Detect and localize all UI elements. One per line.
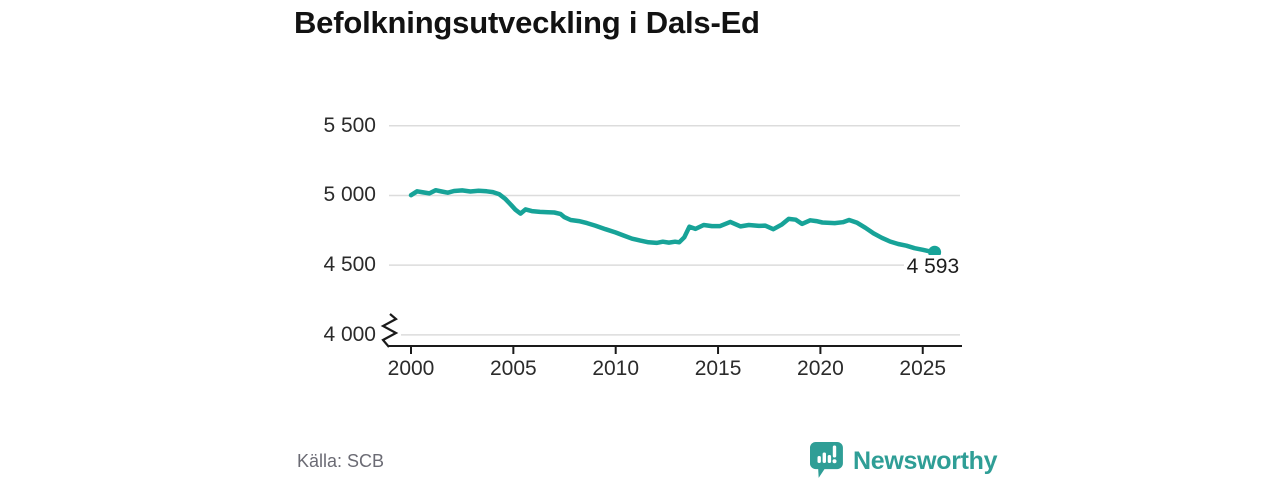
chart-title: Befolkningsutveckling i Dals-Ed [294, 5, 760, 40]
latest-value-annotation: 4 593 [903, 255, 963, 280]
x-axis-tick-label: 2015 [694, 357, 742, 380]
y-axis-break-icon [380, 313, 399, 348]
newsworthy-chart-bubble-icon [810, 441, 843, 478]
y-axis-tick-label: 5 500 [323, 113, 376, 137]
x-axis-tick-label: 2020 [797, 357, 844, 380]
x-axis-tick-label: 2005 [489, 357, 537, 380]
newsworthy-wordmark: Newsworthy [853, 446, 998, 475]
y-axis-tick-label: 5 000 [323, 183, 376, 207]
source-note: Källa: SCB [297, 451, 385, 471]
x-axis [380, 313, 962, 354]
newsworthy-branding: Newsworthy [810, 441, 998, 480]
x-axis-tick-label: 2025 [899, 357, 947, 380]
population-line [408, 187, 937, 255]
population-line-series [408, 187, 942, 259]
x-axis-tick-label: 2010 [592, 357, 640, 380]
x-axis-tick-label: 2000 [387, 357, 435, 380]
gridlines [389, 124, 960, 336]
y-axis-tick-label: 4 500 [323, 253, 376, 277]
y-axis-tick-label: 4 000 [323, 322, 376, 346]
